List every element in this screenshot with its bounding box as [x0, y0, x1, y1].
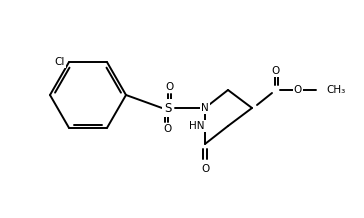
- Text: O: O: [165, 82, 173, 92]
- Text: CH₃: CH₃: [326, 85, 345, 95]
- Text: O: O: [294, 85, 302, 95]
- Text: HN: HN: [190, 121, 205, 131]
- Text: O: O: [201, 164, 209, 174]
- Text: O: O: [163, 124, 171, 134]
- Text: S: S: [164, 102, 172, 114]
- Text: Cl: Cl: [55, 57, 65, 67]
- Text: O: O: [272, 66, 280, 76]
- Text: N: N: [201, 103, 209, 113]
